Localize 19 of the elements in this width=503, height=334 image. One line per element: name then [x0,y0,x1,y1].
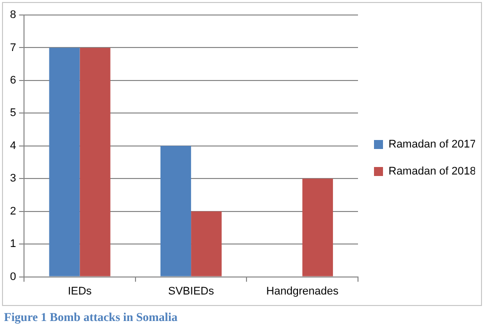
y-tick-label: 0 [10,270,16,283]
caption: Figure 1 Bomb attacks in Somalia [4,310,178,325]
x-tick-label: Handgrenades [266,285,339,298]
y-tick-label: 5 [10,107,16,120]
legend-label: Ramadan of 2017 [388,138,476,151]
y-tick-label: 4 [10,140,16,152]
bar [160,146,192,276]
y-tick-label: 8 [10,9,16,22]
y-tick-label: 2 [10,205,16,218]
y-tick-label: 3 [10,172,16,185]
bar [80,48,110,276]
x-tick-label: SVBIEDs [168,285,214,298]
y-tick-label: 1 [10,238,16,250]
x-tick-label: IEDs [68,285,92,298]
bar [49,48,80,276]
bar [191,211,222,276]
y-tick-label: 6 [10,74,16,86]
y-tick-label: 7 [10,42,16,54]
bar [302,178,333,276]
